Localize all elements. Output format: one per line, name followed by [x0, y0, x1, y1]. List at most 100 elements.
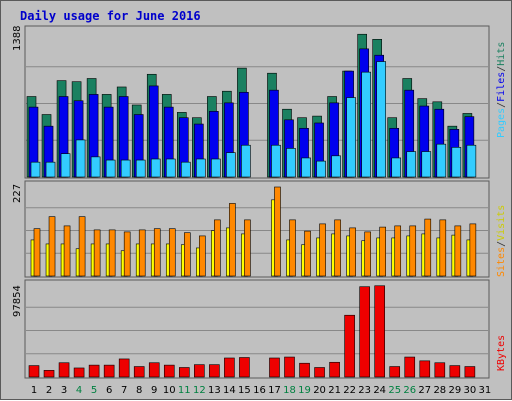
xtick-day-24: 24 [373, 385, 386, 396]
bar-kbytes-day-20 [314, 367, 325, 378]
bar-kbytes-day-6 [103, 364, 115, 378]
xtick-day-7: 7 [121, 385, 127, 396]
xtick-day-17: 17 [268, 385, 281, 396]
bar-kbytes-day-14 [224, 357, 235, 378]
bar-visits-day-7 [123, 231, 131, 277]
bar-kbytes-day-11 [179, 367, 190, 378]
bar-visits-day-30 [469, 223, 477, 277]
bar-pages-day-15 [241, 144, 251, 178]
bar-kbytes-day-3 [58, 362, 70, 378]
bar-pages-day-19 [301, 157, 311, 178]
bar-kbytes-day-29 [449, 365, 461, 378]
xtick-day-14: 14 [223, 385, 236, 396]
bar-pages-day-28 [436, 143, 447, 178]
bar-visits-day-29 [454, 225, 462, 277]
bar-visits-day-26 [409, 225, 417, 277]
bar-kbytes-day-23 [359, 286, 370, 378]
xtick-day-18: 18 [283, 385, 296, 396]
xtick-day-3: 3 [61, 385, 67, 396]
xtick-day-11: 11 [178, 385, 191, 396]
legend-files: Files [496, 72, 507, 102]
bar-pages-day-26 [406, 151, 417, 178]
xtick-day-21: 21 [328, 385, 341, 396]
bar-pages-day-27 [421, 151, 432, 178]
bar-pages-day-4 [75, 139, 86, 178]
xtick-day-12: 12 [193, 385, 206, 396]
legend-kbytes-label: KBytes [496, 335, 507, 371]
xtick-day-5: 5 [91, 385, 97, 396]
legend-sites: Sites [496, 247, 507, 277]
ymax-label-visits: 227 [12, 184, 23, 203]
bar-visits-day-2 [48, 216, 56, 277]
bar-pages-day-29 [451, 147, 462, 178]
xtick-day-9: 9 [151, 385, 157, 396]
bar-visits-day-3 [63, 225, 71, 277]
bar-visits-day-1 [33, 228, 41, 277]
bar-kbytes-day-2 [43, 370, 55, 378]
legend-visits: Visits [496, 205, 507, 241]
xtick-day-2: 2 [46, 385, 52, 396]
xtick-day-16: 16 [253, 385, 266, 396]
bar-visits-day-9 [153, 228, 161, 277]
xtick-day-1: 1 [31, 385, 37, 396]
bar-kbytes-day-30 [464, 366, 476, 378]
bar-visits-day-12 [199, 235, 206, 277]
legend-hits-files-pages: Pages/Files/Hits [496, 42, 507, 138]
bar-kbytes-day-25 [389, 366, 401, 378]
xtick-day-4: 4 [76, 385, 82, 396]
bar-kbytes-day-8 [133, 366, 145, 378]
legend-pages: Pages [496, 108, 507, 138]
xtick-day-8: 8 [136, 385, 142, 396]
bar-kbytes-day-22 [344, 314, 355, 378]
bar-visits-day-13 [214, 219, 221, 277]
legend-kbytes: KBytes [496, 335, 507, 371]
xtick-day-25: 25 [388, 385, 401, 396]
bar-visits-day-27 [424, 218, 432, 277]
ymax-label-kbytes: 97854 [12, 285, 23, 317]
xtick-day-13: 13 [208, 385, 221, 396]
bar-visits-day-17 [274, 186, 281, 277]
bar-visits-day-11 [184, 232, 191, 277]
bar-pages-day-8 [135, 159, 146, 178]
bar-visits-day-4 [78, 216, 86, 277]
bar-visits-day-24 [379, 226, 386, 277]
bar-pages-day-23 [361, 71, 371, 178]
panel-kbytes [24, 279, 490, 379]
bar-visits-day-10 [168, 228, 176, 277]
bar-visits-day-23 [364, 231, 371, 277]
bar-kbytes-day-9 [148, 362, 160, 378]
bar-kbytes-day-10 [163, 364, 175, 378]
bar-visits-day-14 [229, 203, 236, 277]
xtick-day-30: 30 [464, 385, 477, 396]
bar-pages-day-20 [316, 160, 326, 178]
bar-kbytes-day-28 [434, 362, 446, 378]
bar-pages-day-12 [196, 158, 206, 178]
bar-pages-day-2 [45, 161, 56, 178]
bar-kbytes-day-18 [284, 356, 295, 378]
legend-hits: Hits [496, 42, 507, 66]
xtick-day-15: 15 [238, 385, 251, 396]
bar-pages-day-3 [60, 153, 71, 178]
xtick-day-19: 19 [298, 385, 311, 396]
ymax-label-hits: 1388 [12, 26, 23, 51]
bar-kbytes-day-27 [419, 360, 431, 378]
xtick-day-22: 22 [343, 385, 356, 396]
xtick-day-29: 29 [448, 385, 461, 396]
bar-visits-day-20 [319, 223, 326, 277]
bar-pages-day-18 [286, 148, 296, 178]
bar-kbytes-day-13 [209, 364, 220, 378]
bar-pages-day-9 [150, 158, 161, 178]
xtick-day-28: 28 [433, 385, 446, 396]
bar-kbytes-day-21 [329, 361, 340, 378]
bar-kbytes-day-26 [404, 356, 416, 378]
bar-kbytes-day-4 [73, 367, 85, 378]
bar-pages-day-6 [105, 159, 116, 178]
bar-pages-day-13 [211, 158, 221, 178]
chart-title: Daily usage for June 2016 [20, 9, 201, 23]
bar-visits-day-18 [289, 219, 296, 277]
bar-kbytes-day-1 [28, 365, 40, 378]
bar-visits-day-22 [349, 227, 356, 277]
bar-visits-day-6 [108, 229, 116, 277]
